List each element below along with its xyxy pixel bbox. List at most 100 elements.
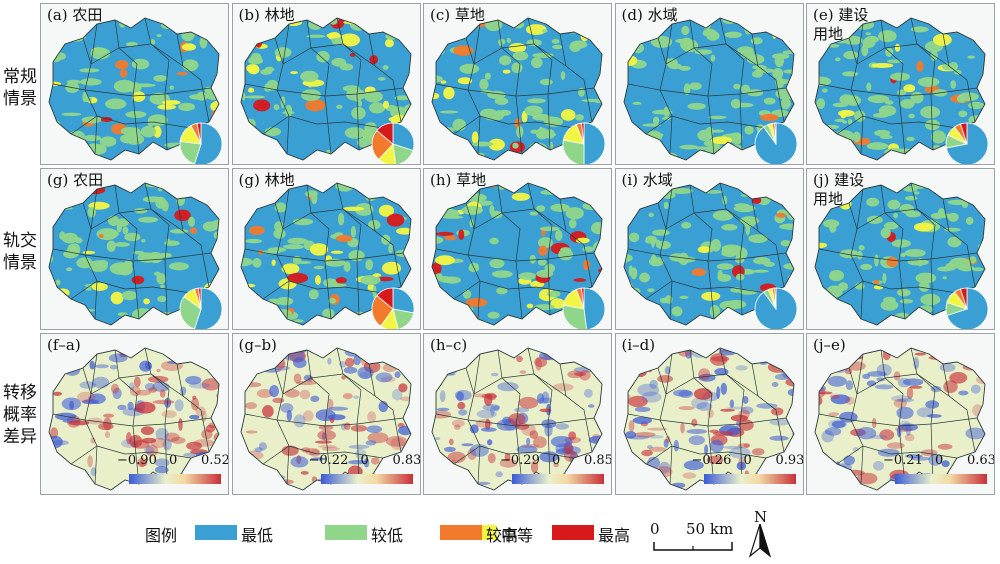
color-bar-max-label: 0.83 [392,453,421,468]
district-boundary [689,184,714,320]
map-patch [214,279,219,284]
map-patch [598,360,602,367]
map-patch [264,139,272,146]
map-patch [527,98,546,104]
map-patch [497,38,506,45]
district-boundary [689,349,714,485]
map-patch [686,102,706,110]
color-bar-mid-label: 0 [935,453,944,468]
map-patch [342,206,364,211]
map-patch [626,435,649,440]
map-patch [489,237,499,245]
district-boundary [262,445,383,465]
district-boundary [453,280,575,300]
map-patch [770,407,783,416]
map-panel: (g) 林地 [231,168,421,330]
map-patch [386,213,404,227]
color-bar-max-label: 0.85 [584,453,612,468]
map-patch [115,60,129,70]
map-patch [87,455,93,468]
map-patch [874,384,894,390]
map-patch [834,118,845,123]
map-patch [271,259,276,266]
district-boundary [52,83,212,97]
map-image [814,182,989,329]
map-patch [760,19,767,31]
map-patch [437,125,445,131]
pie-slice [196,122,202,145]
map-patch [661,116,671,121]
color-bar: −0.26 0 0.93 [616,454,803,494]
map-patch [284,388,300,398]
map-patch [516,445,538,454]
map-patch [710,136,732,145]
map-patch [125,133,145,145]
map-patch [885,100,894,105]
map-patch [149,39,156,45]
map-patch [552,383,574,392]
map-patch [873,460,884,471]
map-patch [703,444,708,456]
map-patch [149,148,157,153]
map-patch [751,70,763,78]
map-patch [189,227,197,234]
map-patch [597,268,602,273]
map-patch [873,113,889,118]
map-patch [771,382,778,387]
map-patch [338,33,360,47]
district-boundary [144,18,170,151]
map-patch [723,151,743,160]
map-patch [526,303,534,309]
district-boundary [306,184,331,320]
map-patch [125,41,138,47]
district-boundary [176,33,210,123]
map-patch [154,458,170,468]
map-patch [894,183,908,187]
map-patch [767,23,774,30]
map-patch [321,446,340,452]
map-patch [138,216,159,223]
map-patch [366,411,376,423]
map-patch [289,71,298,75]
map-patch [815,129,831,143]
map-patch [494,110,504,121]
map-patch [67,190,88,201]
map-patch [709,305,720,318]
map-patch [160,284,165,289]
map-patch [127,401,134,411]
map-patch [815,124,820,131]
map-patch [829,273,839,281]
map-patch [432,31,443,41]
district-boundary [818,248,978,262]
map-patch [400,26,409,30]
map-patch [212,189,219,201]
district-boundary [90,353,184,397]
map-patch [133,376,141,388]
map-patch [249,302,254,312]
district-boundary [836,280,958,300]
map-patch [268,385,279,398]
district-boundary [114,184,140,320]
map-patch [90,437,96,444]
map-patch [186,441,203,451]
map-patch [664,58,678,67]
map-patch [631,101,641,105]
map-patch [691,348,707,358]
map-patch [453,45,474,56]
map-patch [129,386,141,397]
map-patch [962,18,984,22]
district-boundary [144,183,170,316]
map-patch [441,192,461,205]
map-patch [300,89,321,101]
map-patch [395,227,411,235]
map-patch [880,299,899,311]
map-patch [730,414,748,422]
map-patch [156,273,166,285]
map-patch [636,383,659,397]
scale-unit: km [709,520,734,538]
map-patch [432,92,440,100]
map-patch [343,422,351,430]
map-patch [367,283,374,292]
map-patch [129,435,143,448]
map-patch [156,34,162,38]
